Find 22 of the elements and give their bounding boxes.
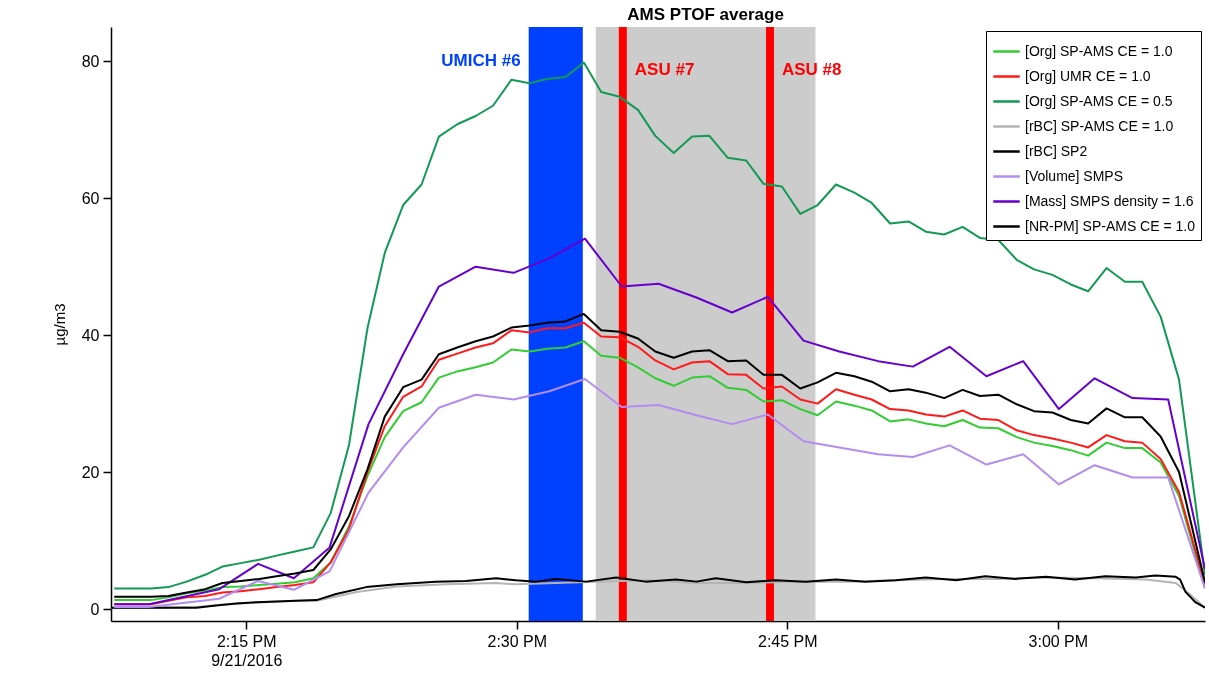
x-tick-label: 2:45 PM <box>758 632 818 650</box>
legend-label: [Org] UMR CE = 1.0 <box>1025 67 1151 84</box>
legend-label: [rBC] SP2 <box>1025 142 1088 159</box>
y-tick-label: 80 <box>81 52 100 70</box>
legend-label: [rBC] SP-AMS CE = 1.0 <box>1025 117 1174 134</box>
ref-line-label: ASU #8 <box>782 60 842 79</box>
x-tick-label: 2:15 PM 9/21/2016 <box>211 632 283 669</box>
legend-label: [Mass] SMPS density = 1.6 <box>1025 192 1194 209</box>
legend-label: [Org] SP-AMS CE = 0.5 <box>1025 92 1173 109</box>
band-label: UMICH #6 <box>441 51 521 70</box>
y-tick-label: 20 <box>81 463 100 481</box>
y-tick-label: 0 <box>90 600 100 618</box>
legend-label: [NR-PM] SP-AMS CE = 1.0 <box>1025 217 1196 234</box>
legend-label: [Volume] SMPS <box>1025 167 1124 184</box>
x-tick-label: 2:30 PM <box>487 632 548 650</box>
x-tick-label: 3:00 PM <box>1028 632 1089 650</box>
legend-label: [Org] SP-AMS CE = 1.0 <box>1025 42 1173 59</box>
y-tick-label: 40 <box>81 326 100 344</box>
y-axis-title: µg/m3 <box>50 303 68 346</box>
band-label: AMS PTOF average <box>627 5 784 24</box>
y-tick-label: 60 <box>81 189 100 207</box>
ref-line-label: ASU #7 <box>634 60 695 79</box>
